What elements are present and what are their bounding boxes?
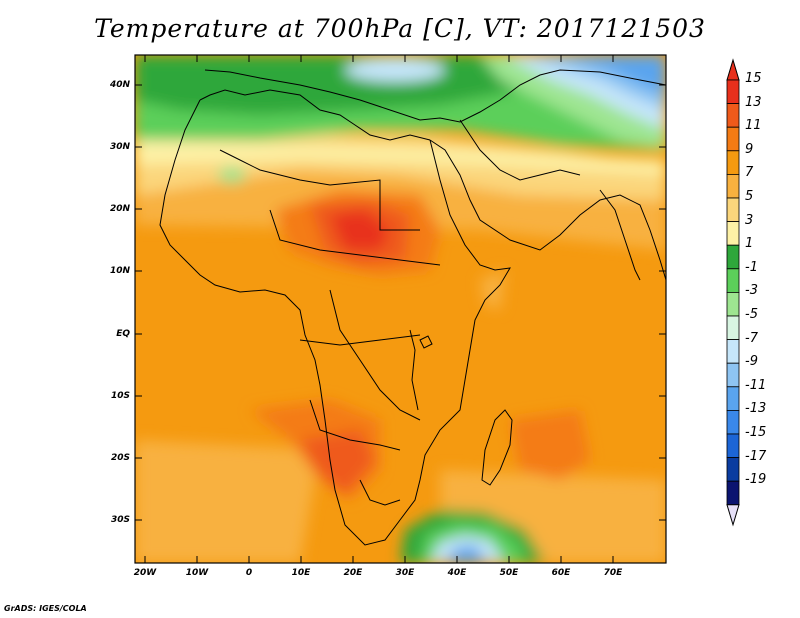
lat-label-eq: EQ bbox=[116, 329, 130, 339]
colorbar-label: 11 bbox=[745, 118, 762, 134]
lat-label-30s: 30S bbox=[110, 515, 130, 525]
lon-label-60e: 60E bbox=[551, 568, 571, 578]
lon-label-50e: 50E bbox=[499, 568, 519, 578]
lat-label-40n: 40N bbox=[109, 80, 130, 90]
colorbar-label: 15 bbox=[745, 71, 762, 86]
lon-label-70e: 70E bbox=[603, 568, 623, 578]
colorbar-swatch bbox=[726, 315, 740, 341]
colorbar-label: -1 bbox=[745, 259, 758, 275]
lat-label-20n: 20N bbox=[109, 204, 130, 214]
lat-label-10s: 10S bbox=[110, 391, 130, 401]
lon-label-10e: 10E bbox=[291, 568, 311, 578]
grads-credit: GrADS: IGES/COLA bbox=[4, 604, 87, 613]
lon-label-0: 0 bbox=[245, 568, 253, 578]
lon-label-30e: 30E bbox=[395, 568, 415, 578]
map-title: Temperature at 700hPa [C], VT: 201712150… bbox=[94, 14, 706, 43]
colorbar-swatch bbox=[726, 362, 740, 388]
colorbar-swatch bbox=[726, 268, 740, 293]
colorbar-top-arrow bbox=[726, 58, 740, 81]
colorbar-label: 5 bbox=[745, 189, 754, 204]
colorbar-swatch bbox=[726, 79, 740, 105]
colorbar-label: -11 bbox=[745, 377, 767, 393]
colorbar-label: 13 bbox=[745, 94, 762, 110]
colorbar-label: 1 bbox=[745, 236, 754, 252]
coastlines bbox=[159, 69, 666, 546]
colorbar-swatch bbox=[726, 339, 740, 364]
colorbar-swatch bbox=[726, 173, 740, 199]
colorbar-label: -13 bbox=[745, 401, 767, 417]
axis-ticks bbox=[135, 55, 666, 563]
colorbar-label: 3 bbox=[745, 212, 754, 228]
colorbar-swatch bbox=[726, 457, 740, 482]
colorbar-swatch bbox=[726, 386, 740, 411]
colorbar-swatch bbox=[726, 150, 740, 175]
lon-label-40e: 40E bbox=[447, 568, 467, 578]
temperature-field bbox=[135, 55, 666, 563]
colorbar-swatch bbox=[726, 126, 740, 152]
lat-label-20s: 20S bbox=[110, 453, 130, 463]
colorbar-label: -7 bbox=[745, 330, 758, 346]
colorbar bbox=[726, 58, 740, 527]
colorbar-swatch bbox=[726, 433, 740, 459]
lon-label-20e: 20E bbox=[343, 568, 363, 578]
colorbar-swatch bbox=[726, 197, 740, 223]
colorbar-swatch bbox=[726, 480, 740, 506]
colorbar-label: -5 bbox=[745, 307, 758, 322]
colorbar-swatch bbox=[726, 291, 740, 317]
colorbar-swatch bbox=[726, 244, 740, 270]
colorbar-label: -19 bbox=[745, 472, 767, 488]
colorbar-swatch bbox=[726, 221, 740, 246]
colorbar-label: -15 bbox=[745, 425, 767, 440]
colorbar-label: 7 bbox=[745, 165, 754, 181]
lon-label-10w: 10W bbox=[185, 568, 209, 578]
lat-label-10n: 10N bbox=[109, 266, 130, 276]
lon-label-20w: 20W bbox=[133, 568, 157, 578]
lat-label-30n: 30N bbox=[109, 142, 130, 152]
colorbar-label: -3 bbox=[745, 283, 758, 299]
colorbar-label: 9 bbox=[745, 141, 754, 157]
colorbar-label: -9 bbox=[745, 354, 758, 370]
colorbar-label: -17 bbox=[745, 448, 767, 464]
colorbar-swatch bbox=[726, 103, 740, 128]
colorbar-swatch bbox=[726, 409, 740, 435]
colorbar-bottom-arrow bbox=[726, 504, 740, 527]
plot-frame bbox=[134, 54, 667, 564]
